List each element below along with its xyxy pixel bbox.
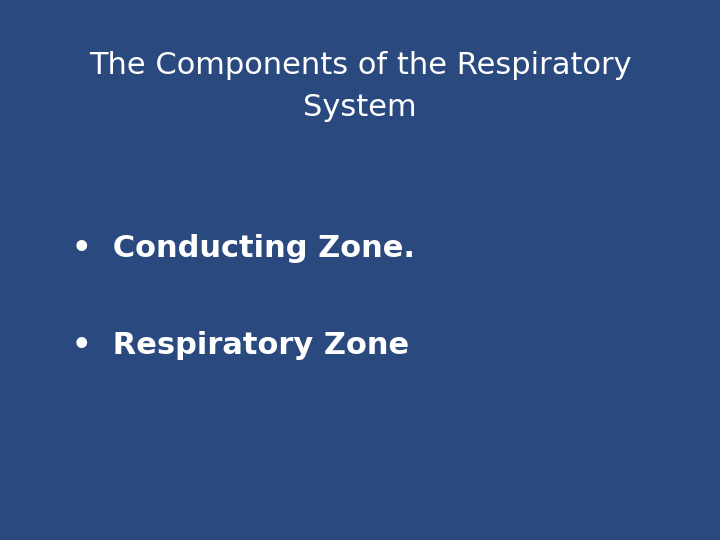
- Text: The Components of the Respiratory
System: The Components of the Respiratory System: [89, 51, 631, 122]
- Text: •  Conducting Zone.: • Conducting Zone.: [72, 234, 415, 263]
- Text: •  Respiratory Zone: • Respiratory Zone: [72, 331, 409, 360]
